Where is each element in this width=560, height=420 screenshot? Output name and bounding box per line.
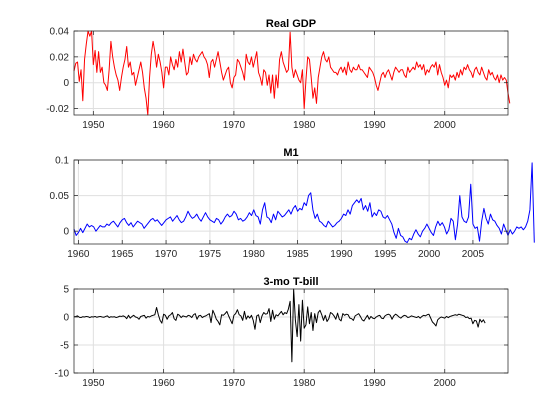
t-bill-series-line	[73, 288, 486, 363]
x-tick-label: 1990	[363, 120, 386, 131]
m1-panel: 1960 1965 1970 1975 1980 1985 1990 1995 2000 2005…	[50, 147, 535, 260]
x-tick-label: 1970	[155, 249, 178, 260]
x-tick-label: 2000	[434, 120, 457, 131]
y-tick-label: 0.02	[50, 52, 70, 63]
x-tick-label: 1950	[82, 378, 105, 389]
x-tick-label: 1980	[293, 120, 316, 131]
y-tick-label: 0	[63, 78, 69, 89]
axes-box	[73, 159, 509, 245]
real-gdp-series-line	[73, 30, 511, 116]
x-tick-label: 1960	[152, 120, 175, 131]
x-tick-label: 1965	[111, 249, 134, 260]
x-tick-label: 2005	[462, 249, 485, 260]
x-tick-label: 1975	[199, 249, 222, 260]
x-tick-label: 1960	[67, 249, 90, 260]
m1-series-line	[73, 162, 535, 244]
plot-area	[74, 160, 508, 244]
y-tick-label: 0.04	[50, 27, 70, 38]
chart-title: M1	[283, 147, 298, 159]
y-tick-label: 0	[63, 227, 69, 238]
y-tick-label: 0.1	[55, 156, 69, 167]
x-tick-label: 2000	[418, 249, 441, 260]
y-tick-label: -10	[55, 369, 70, 380]
y-tick-label: -0.02	[46, 104, 69, 115]
chart-title: Real GDP	[266, 18, 316, 30]
chart-title: 3-mo T-bill	[264, 276, 319, 288]
t-bill-panel: 1950 1960 1970 1980 1990 2000 -10 -5 0 5 3-mo T-bi…	[55, 276, 509, 389]
x-tick-label: 1970	[223, 120, 246, 131]
x-tick-label: 1950	[82, 120, 105, 131]
x-tick-label: 2000	[434, 378, 457, 389]
real-gdp-panel: 1950 1960 1970 1980 1990 2000 -0.02 0 0.02 0.04 Re…	[46, 18, 511, 131]
axes-box	[73, 30, 509, 116]
x-tick-label: 1990	[330, 249, 353, 260]
y-tick-label: -5	[60, 341, 69, 352]
x-tick-label: 1985	[286, 249, 309, 260]
y-tick-label: 0	[63, 313, 69, 324]
x-tick-label: 1995	[374, 249, 397, 260]
axes-box	[73, 288, 509, 374]
x-tick-label: 1990	[363, 378, 386, 389]
x-tick-label: 1970	[223, 378, 246, 389]
x-tick-label: 1980	[243, 249, 266, 260]
y-tick-label: 0.05	[50, 191, 70, 202]
y-tick-label: 5	[63, 285, 69, 296]
x-tick-label: 1960	[152, 378, 175, 389]
x-tick-label: 1980	[293, 378, 316, 389]
